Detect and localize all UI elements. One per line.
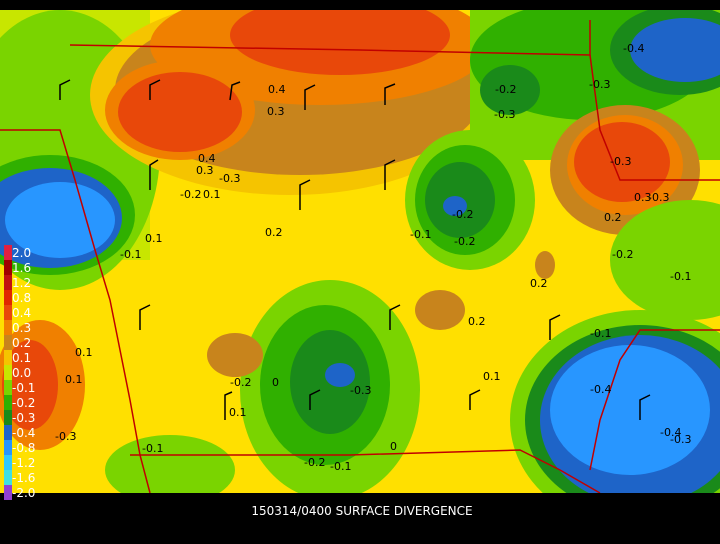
contour-label: -0.3 <box>350 384 371 397</box>
contour-label: -0.2 <box>180 188 201 201</box>
legend-swatch <box>4 485 12 500</box>
legend: 2.01.61.20.80.40.30.20.10.0-0.1-0.2-0.3-… <box>4 245 35 500</box>
legend-swatch <box>4 455 12 470</box>
legend-swatch <box>4 380 12 395</box>
contour-label: 0.1 <box>75 346 93 359</box>
contour-label: -0.2 <box>452 208 473 221</box>
legend-label: -1.6 <box>12 471 35 485</box>
contour-label: 0.2 <box>265 226 283 239</box>
legend-swatch <box>4 275 12 290</box>
legend-swatch <box>4 305 12 320</box>
contour-label: -0.1 <box>142 442 163 455</box>
legend-label: 1.6 <box>12 261 31 275</box>
legend-label: 0.4 <box>12 306 31 320</box>
contour-label: 0.2 <box>604 211 622 224</box>
contour-label: -0.4 <box>623 42 644 55</box>
contour-label: 0.1 <box>145 232 163 245</box>
contour-label: 0 <box>272 376 279 389</box>
contour-label: 0.1 <box>483 370 501 383</box>
contour-label: 0.1 <box>65 373 83 386</box>
contour-label: 0.1 <box>203 188 221 201</box>
contour-label: 0.2 <box>530 277 548 290</box>
contour-label: -0.3 <box>219 172 240 185</box>
legend-swatch <box>4 395 12 410</box>
legend-label: -0.3 <box>12 411 35 425</box>
contour-label: -0.3 <box>670 433 691 446</box>
contour-label: -0.3 <box>610 155 631 168</box>
contour-label: -0.3 <box>55 430 76 443</box>
contour-label: -0.2 <box>230 376 251 389</box>
legend-label: 0.8 <box>12 291 31 305</box>
contour-label: -0.2 <box>495 83 516 96</box>
legend-swatch <box>4 410 12 425</box>
legend-swatch <box>4 425 12 440</box>
legend-label: -0.2 <box>12 396 35 410</box>
legend-label: 0.3 <box>12 321 31 335</box>
contour-label: 0.4 <box>268 83 286 96</box>
contour-label: 0.2 <box>468 315 486 328</box>
legend-swatch <box>4 365 12 380</box>
legend-swatch <box>4 260 12 275</box>
legend-label: 1.2 <box>12 276 31 290</box>
legend-label: -2.0 <box>12 486 35 500</box>
contour-label: -0.2 <box>612 248 633 261</box>
legend-swatch <box>4 350 12 365</box>
contour-label: 0.4 <box>198 152 216 165</box>
contour-label: -0.3 <box>648 191 669 204</box>
contour-label: -0.1 <box>670 270 691 283</box>
contour-label: -0.4 <box>660 426 681 439</box>
contour-label: -0.1 <box>330 460 351 473</box>
contour-label: -0.2 <box>304 456 325 469</box>
contour-label: -0.3 <box>589 78 610 91</box>
contour-label: -0.2 <box>454 235 475 248</box>
contour-label: -0.1 <box>120 248 141 261</box>
legend-swatch <box>4 320 12 335</box>
contour-label: 0.3 <box>634 191 652 204</box>
legend-label: 0.2 <box>12 336 31 350</box>
contour-label: 0.3 <box>196 164 214 177</box>
legend-swatch <box>4 245 12 260</box>
legend-swatch <box>4 290 12 305</box>
contour-label: -0.4 <box>590 383 611 396</box>
legend-label: -0.8 <box>12 441 35 455</box>
legend-label: -1.2 <box>12 456 35 470</box>
legend-swatch <box>4 440 12 455</box>
legend-label: 2.0 <box>12 246 31 260</box>
contour-label: 0.1 <box>229 406 247 419</box>
contour-label: -0.1 <box>590 327 611 340</box>
caption: 150314/0400 SURFACE DIVERGENCE <box>251 504 472 518</box>
legend-swatch <box>4 470 12 485</box>
legend-label: -0.1 <box>12 381 35 395</box>
contour-label: -0.3 <box>494 108 515 121</box>
contour-label: -0.1 <box>410 228 431 241</box>
contour-label: 0 <box>390 440 397 453</box>
legend-label: -0.4 <box>12 426 35 440</box>
legend-label: 0.1 <box>12 351 31 365</box>
divergence-field <box>0 10 720 493</box>
contour-labels: 0.40.30.40.3-0.2 0.1-0.3-0.40.1-0.1-0.2-0… <box>55 42 691 473</box>
legend-swatch <box>4 335 12 350</box>
contour-label: 0.3 <box>267 105 285 118</box>
legend-label: 0.0 <box>12 366 31 380</box>
